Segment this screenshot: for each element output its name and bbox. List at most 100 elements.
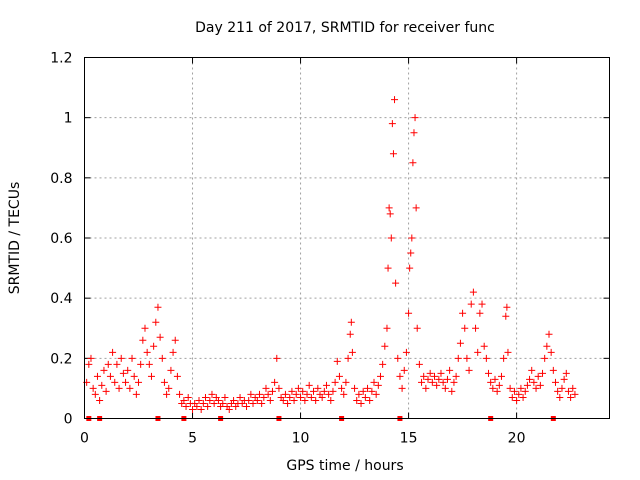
data-point [273, 354, 281, 362]
data-point [560, 375, 568, 383]
data-point [386, 210, 394, 218]
data-point [169, 348, 177, 356]
data-point [465, 366, 473, 374]
data-point [558, 384, 566, 392]
data-point [474, 348, 482, 356]
data-point [210, 399, 218, 407]
data-point [268, 387, 276, 395]
data-point [437, 369, 445, 377]
data-point [405, 309, 413, 317]
data-point [89, 384, 97, 392]
data-point [219, 399, 227, 407]
data-point [412, 204, 420, 212]
data-point [506, 384, 514, 392]
data-point [361, 393, 369, 401]
data-point [532, 384, 540, 392]
data-point [448, 387, 456, 395]
data-point [370, 378, 378, 386]
data-point [502, 312, 510, 320]
data-point [126, 384, 134, 392]
data-point [340, 390, 348, 398]
data-point [281, 390, 289, 398]
data-point [394, 354, 402, 362]
data-point [275, 384, 283, 392]
data-point [117, 354, 125, 362]
data-point [331, 378, 339, 386]
data-point [510, 387, 518, 395]
data-point [408, 234, 416, 242]
data-point [165, 384, 173, 392]
data-point [459, 309, 467, 317]
data-point [245, 396, 253, 404]
data-point [541, 354, 549, 362]
data-point [388, 120, 396, 128]
data-point [415, 360, 423, 368]
data-point [385, 204, 393, 212]
data-point [431, 372, 438, 380]
data-point [96, 396, 104, 404]
data-point [189, 405, 197, 413]
data-point [476, 309, 484, 317]
data-point [528, 366, 536, 374]
data-point [221, 393, 229, 401]
data-point [508, 393, 516, 401]
data-point [413, 324, 421, 332]
data-point [322, 381, 330, 389]
data-point [526, 375, 534, 383]
axis-ticks: 0 0.2 0.4 0.6 0.8 1 1.2 0 5 10 15 20 [50, 51, 610, 447]
data-point [551, 378, 559, 386]
data-point [249, 399, 257, 407]
data-point [391, 96, 399, 104]
data-point [297, 393, 305, 401]
data-point [374, 381, 382, 389]
grid-lines [84, 57, 610, 419]
data-point [193, 402, 201, 410]
data-point [503, 303, 511, 311]
data-point [536, 381, 544, 389]
y-tick-label: 0.4 [50, 291, 72, 307]
data-point [461, 324, 469, 332]
data-point [167, 366, 175, 374]
data-point [197, 405, 205, 413]
data-point [327, 396, 335, 404]
data-point [91, 390, 99, 398]
data-point [472, 324, 480, 332]
data-point [329, 387, 337, 395]
data-point [420, 372, 428, 380]
data-point [122, 378, 130, 386]
data-point [463, 354, 471, 362]
data-point [530, 378, 538, 386]
data-point [199, 399, 207, 407]
chart-title: Day 211 of 2017, SRMTID for receiver fun… [195, 20, 495, 36]
data-point [335, 372, 343, 380]
data-point [98, 381, 106, 389]
data-point [338, 384, 346, 392]
data-point [214, 396, 222, 404]
data-point [515, 390, 523, 398]
data-point [119, 369, 127, 377]
x-tick-label: 0 [80, 431, 89, 447]
data-point [320, 387, 328, 395]
data-point [435, 375, 443, 383]
data-point [171, 336, 179, 344]
data-point [247, 390, 255, 398]
x-tick-label: 20 [508, 431, 526, 447]
data-point [485, 369, 493, 377]
data-point [318, 393, 326, 401]
data-point [305, 381, 313, 389]
data-point [346, 330, 354, 338]
data-point [500, 354, 508, 362]
data-point [521, 387, 529, 395]
data-point [480, 342, 488, 350]
data-point [443, 375, 451, 383]
data-point [366, 396, 374, 404]
data-point [517, 384, 525, 392]
data-point [381, 342, 389, 350]
data-point [364, 384, 372, 392]
data-point [567, 393, 575, 401]
data-point [489, 384, 497, 392]
data-point [85, 360, 93, 368]
data-point [111, 378, 119, 386]
data-point [539, 369, 547, 377]
